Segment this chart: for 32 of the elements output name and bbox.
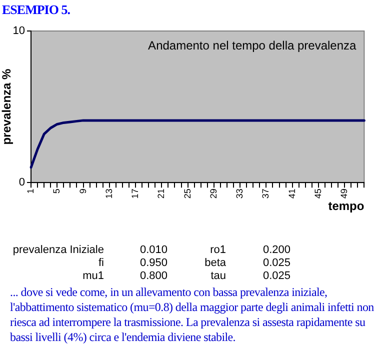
text: Andamento nel tempo della prevalenza [148, 38, 357, 52]
x-tick-label: 41 [286, 188, 297, 199]
text: tau [210, 270, 226, 282]
x-tick-label: 13 [104, 188, 114, 199]
x-tick-label: 33 [234, 188, 245, 199]
text: fi [98, 257, 104, 269]
text: 0.025 [263, 270, 291, 282]
x-axis-title: tempo [328, 199, 364, 214]
x-tick-label: 17 [130, 188, 140, 199]
text: ro1 [210, 244, 226, 256]
x-tick-label: 21 [156, 188, 166, 199]
x-tick-label: 1 [25, 188, 36, 194]
y-tick-label: 0 [18, 176, 25, 189]
text: beta [204, 257, 226, 269]
x-tick-label: 25 [182, 188, 192, 199]
x-tick-label: 29 [208, 188, 218, 199]
y-tick-label: 10 [12, 25, 25, 38]
text: 0.800 [140, 270, 168, 282]
y-axis-title: prevalenza % [0, 68, 14, 145]
text: 0.950 [140, 257, 168, 269]
text: 0.025 [263, 257, 291, 269]
text: prevalenza Iniziale [12, 244, 104, 256]
text: 0.010 [140, 244, 168, 256]
text: ... dove si vede come, in un allevamento con bassa prevalenza iniziale, l'abbattimento sistematico (mu=0.8) della maggior parte degli animali infetti non riesca ad interrompere la trasmissione. La prevalenza si assesta rapidamente su bassi livelli (4%) circa e l'endemia diviene stabile. [10, 285, 375, 345]
chart-title: ESEMPIO 5. [2, 2, 70, 18]
x-tick-label: 45 [312, 188, 323, 199]
text: 0.200 [263, 244, 291, 256]
x-tick-label: 9 [78, 188, 88, 194]
text: mu1 [82, 270, 104, 282]
x-tick-label: 5 [52, 188, 62, 194]
x-tick-label: 37 [260, 188, 271, 199]
x-tick-label: 49 [339, 188, 350, 199]
